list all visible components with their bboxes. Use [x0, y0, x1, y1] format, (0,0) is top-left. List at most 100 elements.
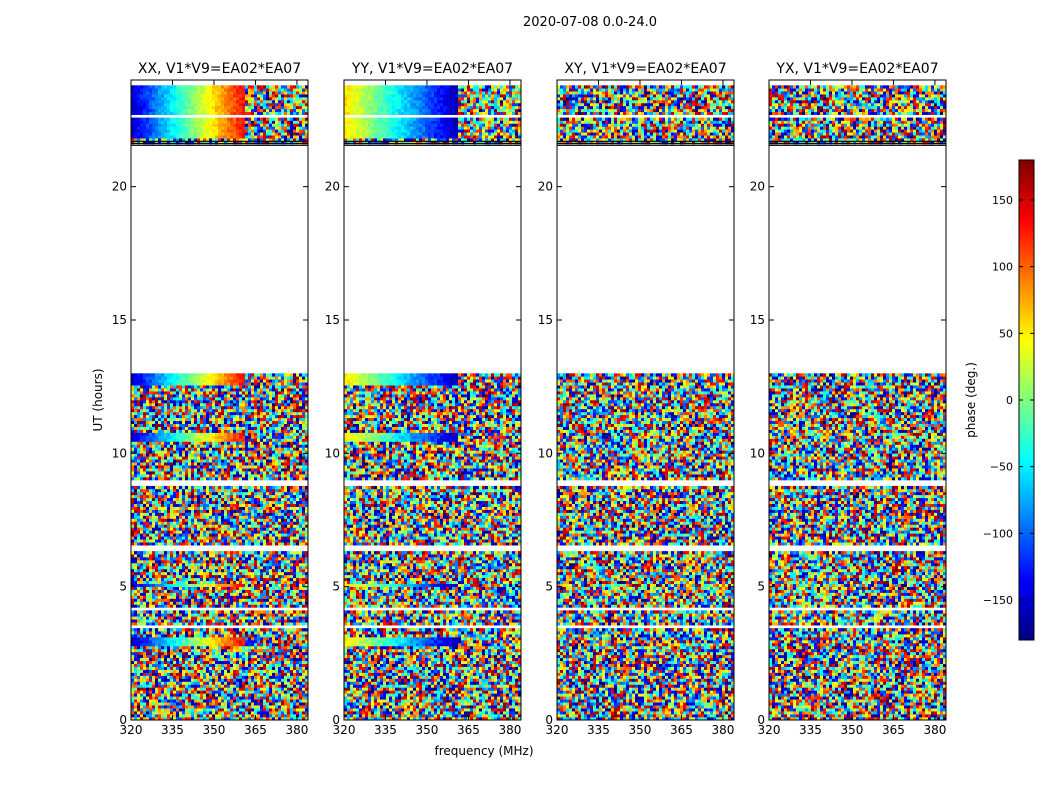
heatmap-cell	[140, 462, 144, 466]
heatmap-cell	[269, 714, 273, 718]
heatmap-cell	[176, 604, 180, 608]
heatmap-cell	[215, 687, 219, 691]
heatmap-cell	[134, 456, 138, 460]
heatmap-cell	[209, 616, 213, 620]
heatmap-cell	[203, 672, 207, 676]
heatmap-cell	[212, 648, 216, 653]
heatmap-cell	[245, 631, 249, 635]
heatmap-cell	[143, 530, 147, 534]
heatmap-cell	[230, 462, 234, 466]
heatmap-cell	[197, 462, 201, 466]
heatmap-cell	[275, 554, 279, 558]
heatmap-cell	[197, 560, 201, 564]
heatmap-cell	[230, 663, 234, 667]
heatmap-cell	[275, 648, 279, 653]
heatmap-cell	[242, 675, 246, 679]
heatmap-cell	[275, 645, 279, 650]
heatmap-cell	[275, 702, 279, 706]
heatmap-cell	[185, 592, 189, 596]
heatmap-cell	[185, 666, 189, 670]
heatmap-cell	[221, 610, 225, 614]
heatmap-cell	[248, 494, 252, 499]
heatmap-cell	[290, 494, 294, 499]
heatmap-cell	[149, 642, 153, 647]
heatmap-cell	[173, 648, 177, 653]
heatmap-cell	[155, 551, 159, 555]
heatmap-cell	[209, 583, 213, 587]
heatmap-cell	[248, 660, 252, 664]
heatmap-cell	[221, 589, 225, 593]
heatmap-cell	[281, 619, 285, 623]
heatmap-cell	[155, 589, 159, 593]
heatmap-cell	[152, 699, 156, 703]
heatmap-cell	[131, 583, 135, 587]
heatmap-cell	[215, 705, 219, 709]
heatmap-cell	[131, 539, 135, 543]
heatmap-cell	[194, 642, 198, 647]
heatmap-cell	[170, 705, 174, 709]
heatmap-cell	[188, 524, 192, 528]
heatmap-cell	[173, 675, 177, 679]
heatmap-cell	[248, 500, 252, 504]
heatmap-cell	[158, 568, 162, 573]
heatmap-cell	[215, 450, 219, 454]
heatmap-cell	[290, 491, 294, 496]
heatmap-cell	[149, 533, 153, 537]
heatmap-cell	[179, 524, 183, 528]
heatmap-cell	[158, 714, 162, 718]
heatmap-cell	[263, 642, 267, 647]
heatmap-cell	[194, 678, 198, 682]
heatmap-cell	[146, 634, 150, 638]
heatmap-cell	[191, 453, 195, 457]
heatmap-cell	[248, 554, 252, 558]
heatmap-cell	[287, 560, 291, 564]
heatmap-cell	[260, 465, 264, 469]
heatmap-cell	[200, 619, 204, 623]
heatmap-cell	[191, 601, 195, 605]
heatmap-cell	[206, 687, 210, 691]
heatmap-cell	[143, 601, 147, 605]
heatmap-cell	[143, 491, 147, 496]
heatmap-cell	[290, 657, 294, 662]
heatmap-cell	[272, 637, 276, 641]
heatmap-cell	[206, 474, 210, 478]
heatmap-cell	[302, 571, 306, 576]
heatmap-cell	[170, 687, 174, 691]
heatmap-cell	[236, 468, 240, 472]
heatmap-cell	[284, 714, 288, 718]
heatmap-cell	[272, 560, 276, 564]
heatmap-cell	[287, 702, 291, 706]
heatmap-cell	[266, 500, 270, 504]
heatmap-cell	[305, 583, 309, 587]
heatmap-cell	[284, 595, 288, 599]
heatmap-cell	[167, 554, 171, 558]
heatmap-cell	[239, 711, 243, 715]
heatmap-cell	[305, 595, 309, 599]
heatmap-cell	[200, 708, 204, 712]
heatmap-cell	[218, 604, 222, 608]
heatmap-cell	[296, 622, 300, 626]
heatmap-cell	[257, 494, 261, 499]
heatmap-cell	[233, 580, 237, 584]
heatmap-cell	[188, 586, 192, 590]
heatmap-cell	[230, 705, 234, 709]
heatmap-cell	[158, 702, 162, 706]
heatmap-cell	[263, 604, 267, 608]
heatmap-cell	[152, 684, 156, 688]
heatmap-cell	[203, 648, 207, 653]
heatmap-cell	[206, 654, 210, 659]
heatmap-cell	[143, 717, 147, 721]
heatmap-cell	[293, 560, 297, 564]
heatmap-cell	[296, 456, 300, 460]
heatmap-cell	[149, 711, 153, 715]
heatmap-cell	[179, 642, 183, 647]
heatmap-cell	[191, 471, 195, 475]
heatmap-cell	[260, 509, 264, 513]
heatmap-cell	[131, 702, 135, 706]
heatmap-cell	[188, 551, 192, 555]
heatmap-cell	[254, 592, 258, 596]
heatmap-cell	[233, 604, 237, 608]
heatmap-cell	[146, 574, 150, 579]
heatmap-cell	[155, 518, 159, 522]
